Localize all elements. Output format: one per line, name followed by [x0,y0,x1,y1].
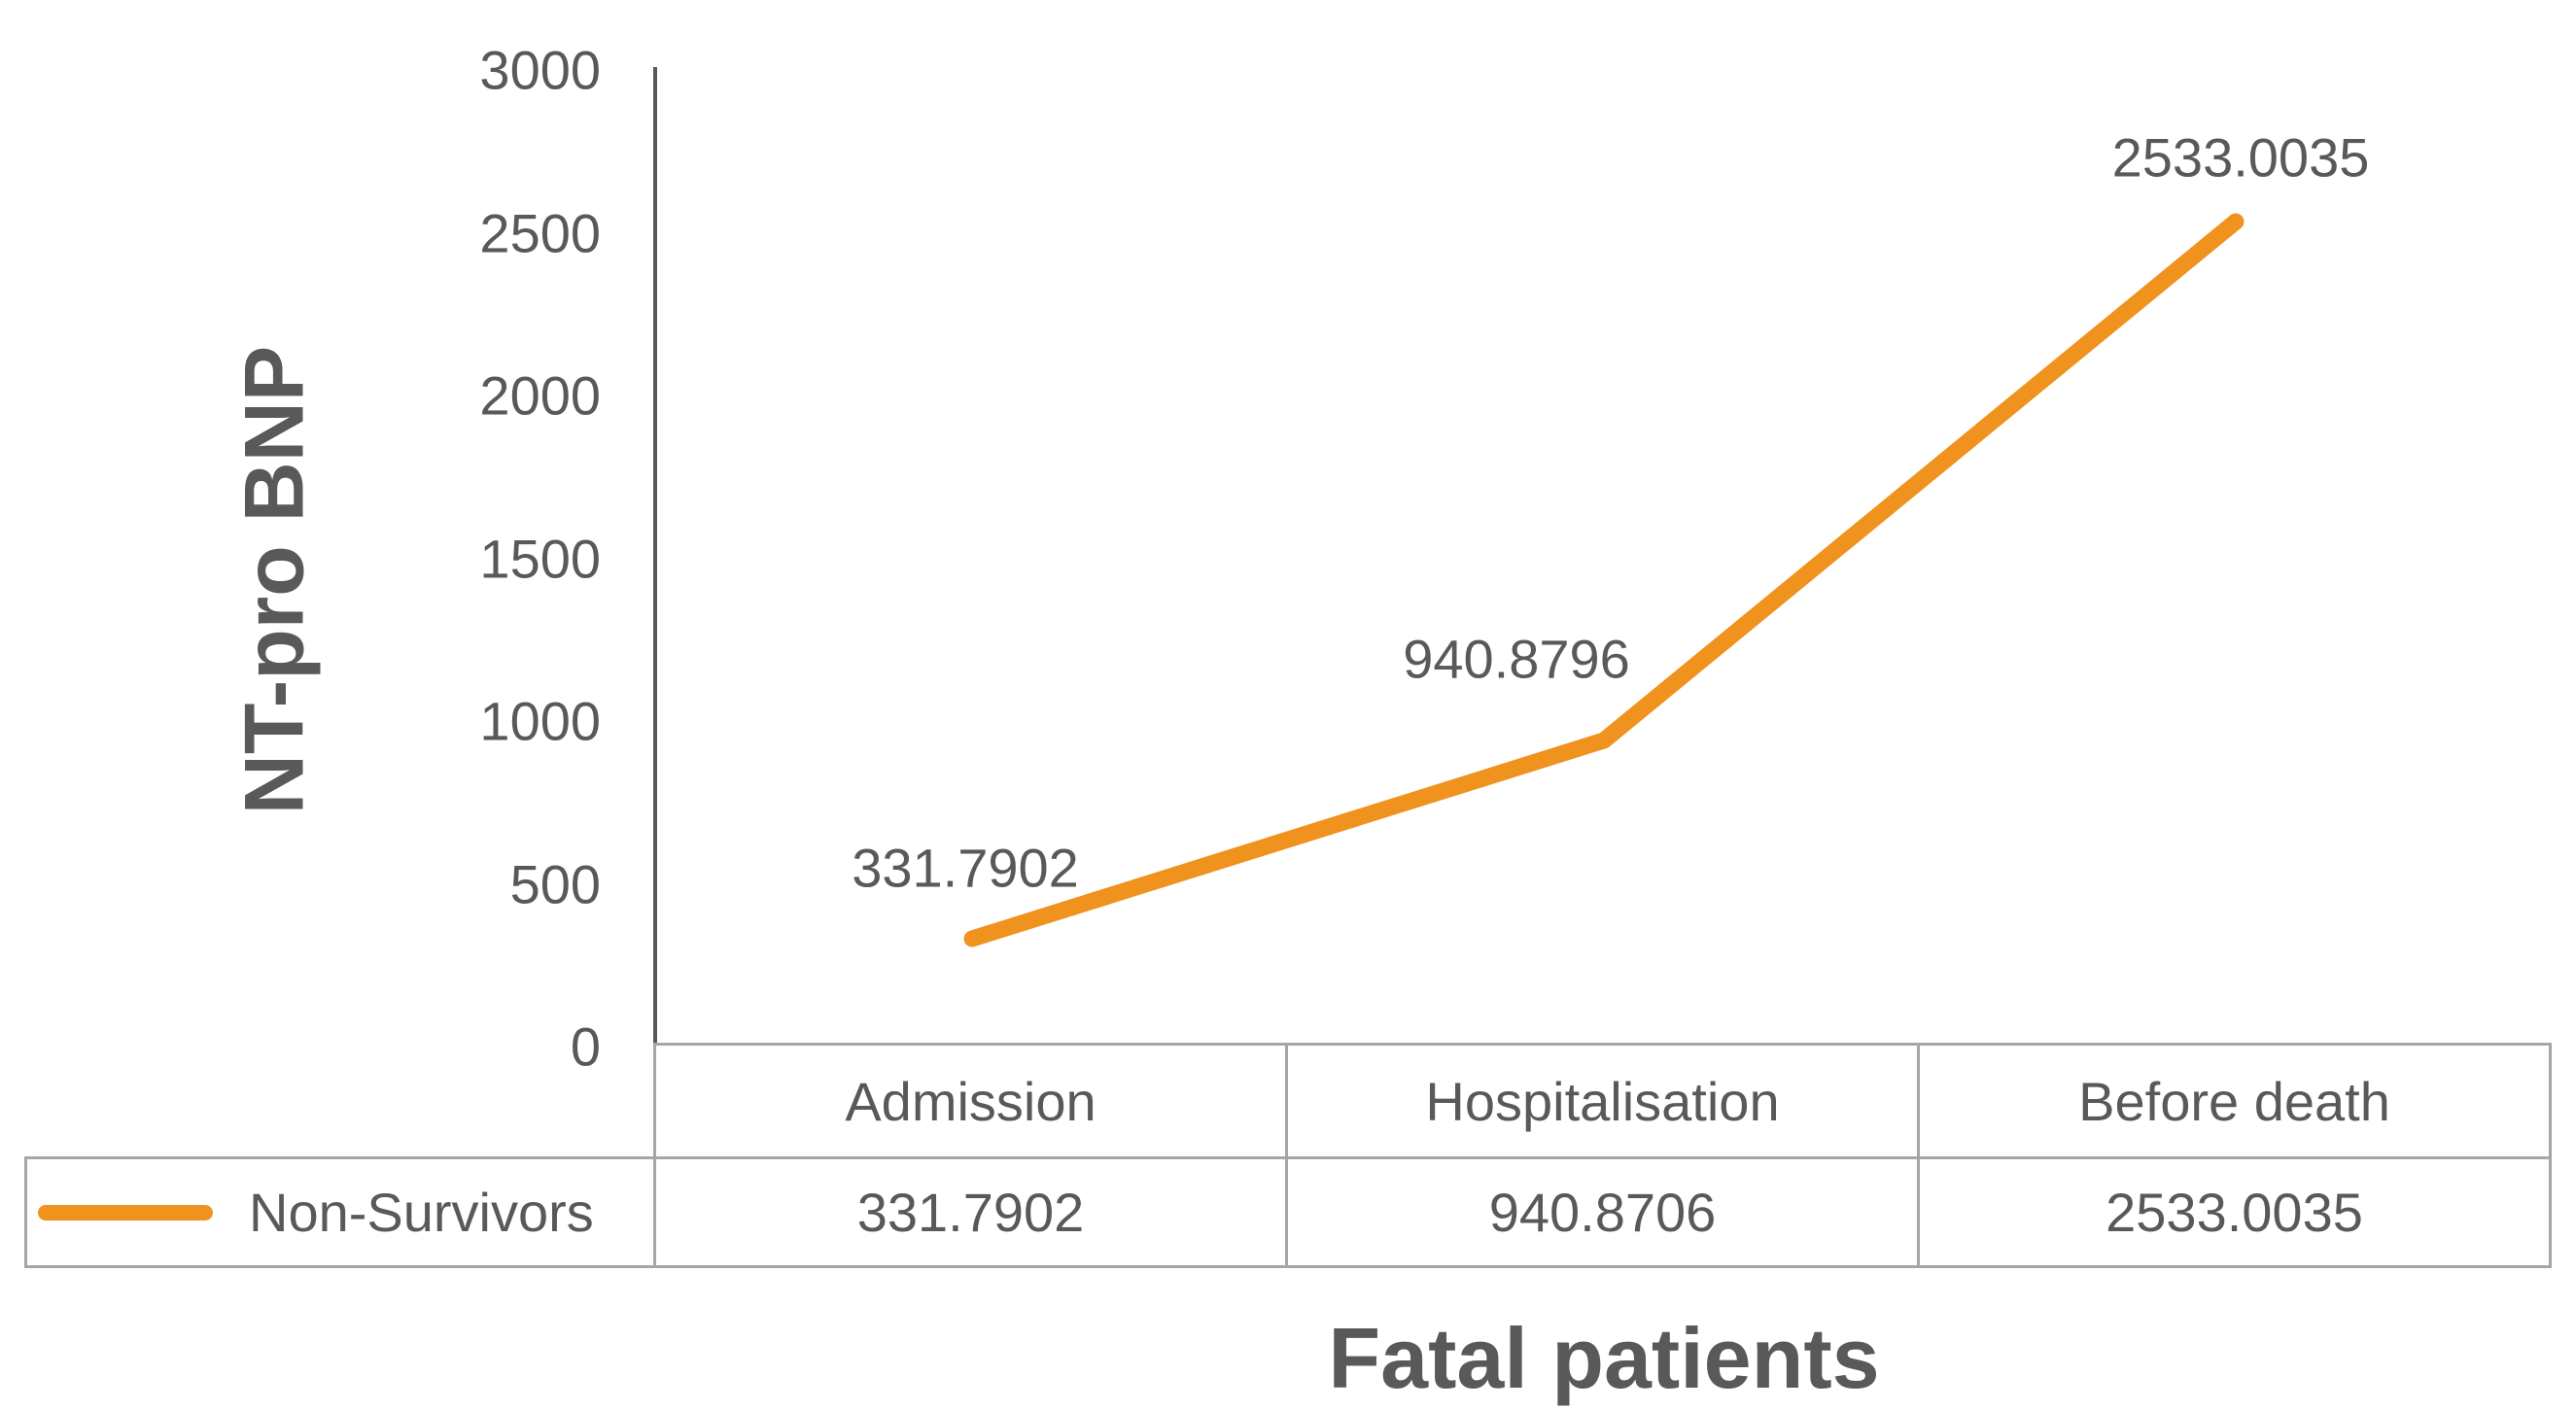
table-value-before-death: 2533.0035 [1917,1159,2549,1265]
table-header-before-death: Before death [1917,1046,2549,1156]
table-value-hospitalisation: 940.8706 [1285,1159,1917,1265]
y-tick-label: 0 [570,1015,601,1078]
x-axis-title: Fatal patients [1328,1310,1880,1406]
y-tick-label: 2000 [479,364,601,427]
legend-cell: Non-Survivors [27,1159,653,1265]
legend-line-swatch-icon [38,1204,213,1221]
y-tick-label: 1500 [479,528,601,589]
table-header-row: Admission Hospitalisation Before death [653,1043,2552,1156]
y-tick-label: 1000 [479,690,601,752]
data-label-hospitalisation: 940.8796 [1403,628,1630,690]
table-header-admission: Admission [845,1070,1097,1132]
table-value-admission: 331.7902 [653,1159,1285,1265]
y-tick-label: 2500 [479,202,601,263]
data-label-admission: 331.7902 [852,837,1079,899]
y-tick-label: 500 [509,853,601,914]
y-axis-line [653,67,657,1043]
data-label-before-death: 2533.0035 [2111,126,2370,189]
series-line-non-survivors [963,213,2245,947]
y-tick-label: 3000 [479,39,601,101]
table-value-row: Non-Survivors 331.7902 940.8706 2533.003… [24,1156,2552,1268]
legend-series-label: Non-Survivors [249,1182,594,1243]
table-header-hospitalisation: Hospitalisation [1285,1046,1917,1156]
